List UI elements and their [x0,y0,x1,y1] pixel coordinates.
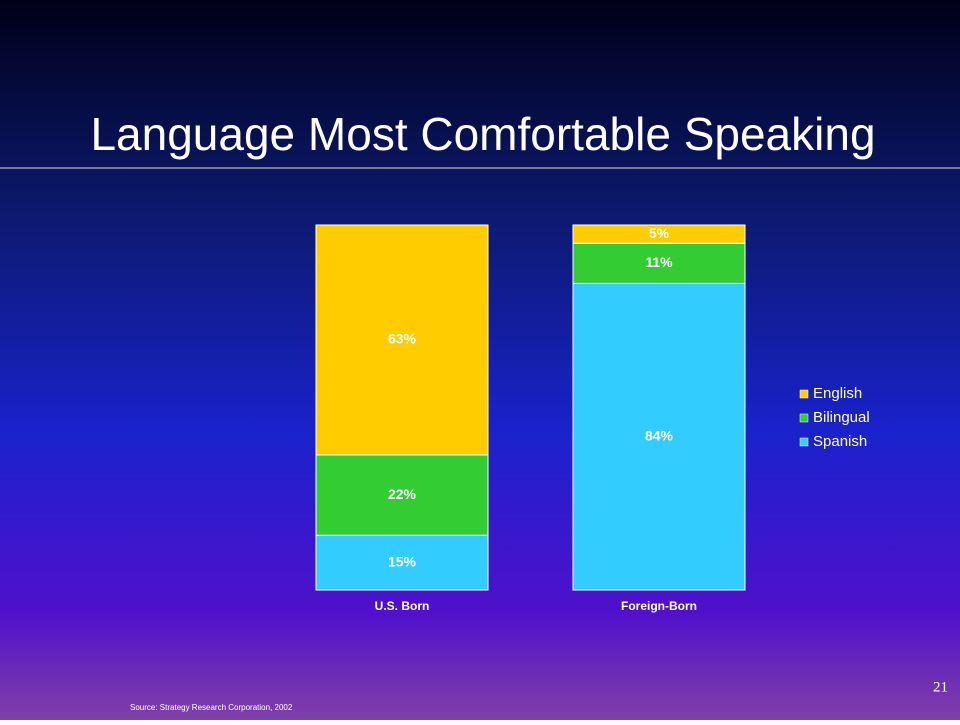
legend-label: Spanish [813,433,867,450]
legend-label: Bilingual [813,409,870,426]
legend-swatch [799,389,809,399]
bar-segment [572,224,746,244]
legend-swatch [799,413,809,423]
source-note: Source: Strategy Research Corporation, 2… [130,703,293,712]
bar-segment [572,282,746,591]
legend-swatch [799,437,809,447]
value-label: 84% [645,427,674,443]
value-label: 15% [388,553,417,569]
legend-label: English [813,385,862,402]
value-label: 5% [649,225,670,241]
bar-segment [572,242,746,284]
x-tick-label: U.S. Born [375,599,430,613]
page-number: 21 [933,679,948,695]
chart-title: Language Most Comfortable Speaking [90,108,875,160]
bar-segment [315,224,489,456]
value-label: 11% [645,254,673,270]
x-tick-label: Foreign-Born [621,599,697,613]
value-label: 22% [388,486,417,502]
value-label: 63% [388,331,417,347]
bar-segment [315,534,489,591]
bar-segment [315,454,489,536]
